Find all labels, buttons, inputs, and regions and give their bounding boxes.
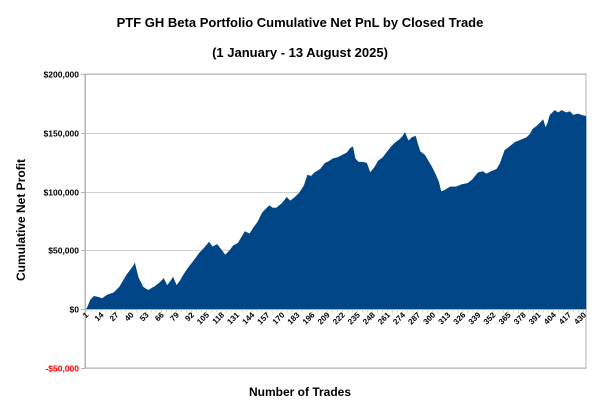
y-axis-ticks: $200,000 $150,000 $100,000 $50,000 $0 -$50,00… bbox=[44, 70, 85, 374]
chart-subtitle: (1 January - 13 August 2025) bbox=[212, 45, 388, 60]
axes bbox=[85, 74, 587, 368]
y-tick-label: $150,000 bbox=[44, 129, 80, 139]
y-axis-label: Cumulative Net Profit bbox=[14, 159, 28, 281]
y-tick-label: $200,000 bbox=[44, 70, 80, 80]
y-tick-label: -$50,000 bbox=[45, 364, 79, 374]
y-tick-label: $0 bbox=[70, 305, 80, 315]
y-tick-label: $50,000 bbox=[48, 246, 79, 256]
x-tick-label: 1 bbox=[81, 310, 91, 320]
x-axis-label: Number of Trades bbox=[249, 385, 351, 399]
chart-title: PTF GH Beta Portfolio Cumulative Net PnL… bbox=[117, 15, 484, 30]
y-tick-label: $100,000 bbox=[44, 188, 80, 198]
